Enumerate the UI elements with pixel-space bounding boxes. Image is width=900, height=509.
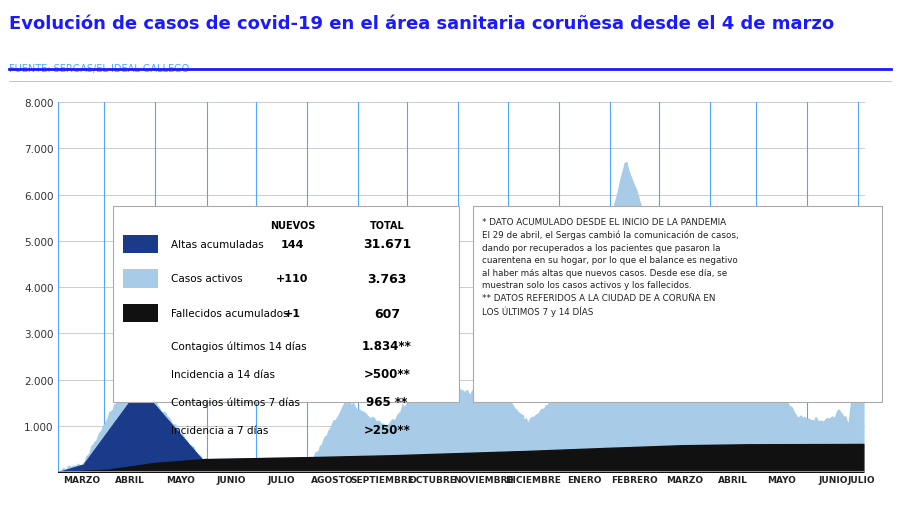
Text: Altas acumuladas: Altas acumuladas — [171, 239, 264, 249]
Text: Casos activos: Casos activos — [171, 274, 243, 284]
Text: TOTAL: TOTAL — [370, 220, 404, 231]
Text: Contagios últimos 14 días: Contagios últimos 14 días — [171, 341, 307, 351]
Text: >250**: >250** — [364, 423, 410, 437]
Text: 3.763: 3.763 — [367, 272, 407, 286]
Text: Contagios últimos 7 días: Contagios últimos 7 días — [171, 397, 300, 407]
Text: Evolución de casos de covid-19 en el área sanitaria coruñesa desde el 4 de marzo: Evolución de casos de covid-19 en el áre… — [9, 15, 834, 33]
Text: +110: +110 — [276, 274, 309, 284]
Text: 607: 607 — [374, 307, 400, 320]
Text: * DATO ACUMULADO DESDE EL INICIO DE LA PANDEMIA
El 29 de abril, el Sergas cambió: * DATO ACUMULADO DESDE EL INICIO DE LA P… — [482, 217, 738, 317]
Text: Incidencia a 14 días: Incidencia a 14 días — [171, 369, 275, 379]
Text: 31.671: 31.671 — [363, 238, 411, 251]
Text: 965 **: 965 ** — [366, 395, 408, 409]
Text: 144: 144 — [281, 239, 304, 249]
Text: >500**: >500** — [364, 367, 410, 381]
Text: Fallecidos acumulados: Fallecidos acumulados — [171, 308, 289, 319]
Text: Incidencia a 7 días: Incidencia a 7 días — [171, 425, 268, 435]
Text: NUEVOS: NUEVOS — [270, 220, 315, 231]
Text: 1.834**: 1.834** — [362, 340, 412, 353]
Text: +1: +1 — [284, 308, 301, 319]
Text: FUENTE: SERGAS/EL IDEAL GALLEGO: FUENTE: SERGAS/EL IDEAL GALLEGO — [9, 64, 189, 74]
